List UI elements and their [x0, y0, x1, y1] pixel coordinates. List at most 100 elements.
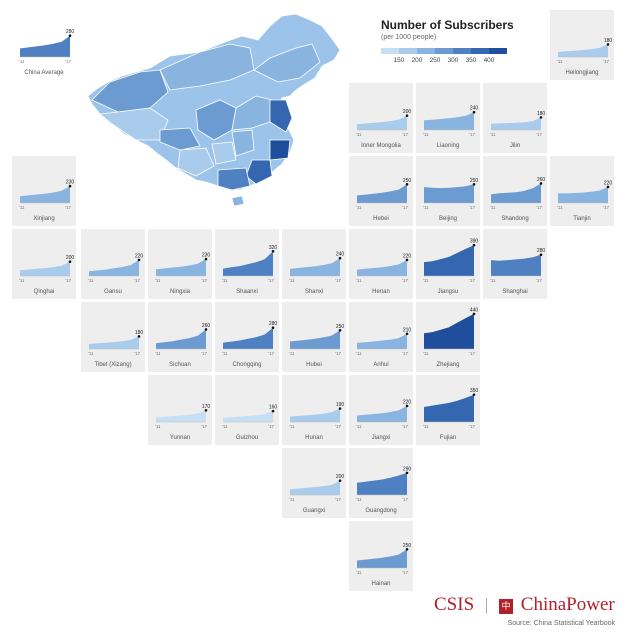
legend-swatch [417, 48, 435, 54]
area-series [20, 261, 70, 276]
legend-color-scale [381, 48, 507, 54]
legend-swatch [435, 48, 453, 54]
end-point [271, 409, 275, 413]
brand-csis: CSIS [434, 594, 475, 615]
axis-start-label: '11 [289, 278, 295, 283]
axis-end-label: '17 [201, 351, 207, 356]
brand-mark-icon: 中 [499, 599, 514, 614]
value-label: 240 [336, 252, 345, 258]
region-name: Guangxi [303, 508, 325, 514]
tile-guizhou: 160 '11 '17 Guizhou [215, 375, 279, 445]
axis-end-label: '17 [268, 351, 274, 356]
axis-start-label: '11 [423, 278, 429, 283]
region-name: Gansu [104, 289, 122, 295]
end-point [338, 256, 342, 260]
axis-start-label: '11 [289, 351, 295, 356]
legend-tick-label: 300 [447, 57, 459, 64]
region-name: Chongqing [232, 362, 261, 368]
axis-start-label: '11 [19, 59, 25, 64]
end-point [606, 43, 610, 46]
area-series [491, 254, 541, 276]
map-region [231, 129, 255, 157]
axis-end-label: '17 [335, 497, 341, 502]
area-series [558, 44, 608, 57]
tile-guangxi: 200 '11 '17 Guangxi [282, 448, 346, 518]
axis-start-label: '11 [490, 278, 496, 283]
area-series [357, 115, 407, 130]
axis-start-label: '11 [289, 424, 295, 429]
axis-start-label: '11 [423, 351, 429, 356]
axis-start-label: '11 [19, 278, 25, 283]
end-point [472, 183, 476, 186]
tile-background [282, 375, 346, 445]
end-point [204, 408, 208, 412]
axis-start-label: '11 [88, 278, 94, 283]
region-name: Hainan [371, 581, 390, 587]
axis-start-label: '11 [222, 351, 228, 356]
area-series [290, 480, 340, 495]
region-name: Zhejiang [436, 362, 459, 368]
tile-jiangsu: 390 '11 '17 Jiangsu [416, 229, 480, 299]
end-point [472, 312, 476, 316]
end-point [472, 110, 476, 114]
region-name: Xinjiang [33, 216, 54, 222]
value-label: 260 [202, 323, 211, 329]
region-name: Sichuan [169, 362, 191, 368]
value-label: 200 [66, 255, 75, 261]
tile-sichuan: 260 '11 '17 Sichuan [148, 302, 212, 372]
axis-end-label: '17 [335, 278, 341, 283]
area-series [357, 184, 407, 203]
tile-hebei: 250 '11 '17 Hebei [349, 156, 413, 226]
area-series [290, 258, 340, 276]
end-point [68, 260, 72, 263]
end-point [405, 114, 409, 117]
tile-tianjin: 220 '11 '17 Tianjin [550, 156, 614, 226]
axis-end-label: '17 [402, 570, 408, 575]
value-label: 250 [403, 543, 412, 549]
end-point [606, 185, 610, 189]
value-label: 440 [470, 307, 479, 313]
axis-end-label: '17 [469, 278, 475, 283]
axis-start-label: '11 [289, 497, 295, 502]
axis-end-label: '17 [402, 497, 408, 502]
region-name: Inner Mongolia [361, 143, 401, 149]
end-point [204, 328, 208, 331]
map-region [269, 99, 293, 133]
axis-start-label: '11 [356, 205, 362, 210]
tile-fujian: 350 '11 '17 Fujian [416, 375, 480, 445]
area-series [424, 184, 474, 203]
area-series [357, 472, 407, 495]
region-name: Yunnan [170, 435, 190, 441]
end-point [338, 479, 342, 482]
axis-start-label: '11 [356, 570, 362, 575]
tile-yunnan: 170 '11 '17 Yunnan [148, 375, 212, 445]
region-name: Liaoning [437, 143, 460, 149]
area-series [357, 405, 407, 422]
region-name: Jilin [510, 143, 520, 149]
region-name: Shanxi [305, 289, 323, 295]
tile-shanghai: 280 '11 '17 Shanghai [483, 229, 547, 299]
area-series [357, 259, 407, 276]
axis-start-label: '11 [356, 278, 362, 283]
axis-start-label: '11 [19, 205, 25, 210]
area-series [290, 408, 340, 422]
area-series [20, 35, 70, 57]
axis-end-label: '17 [469, 132, 475, 137]
region-name: Shaanxi [236, 289, 258, 295]
map-region [177, 147, 215, 177]
end-point [405, 332, 409, 336]
region-name: Beijing [439, 216, 457, 222]
legend-ticks: 150 200 250 300 350 400 [381, 57, 511, 67]
value-label: 220 [403, 399, 412, 405]
axis-end-label: '17 [335, 351, 341, 356]
tile-china-average: 280 '11 '17 China Average [19, 29, 74, 76]
legend-swatch [489, 48, 507, 54]
legend-tick-label: 400 [483, 57, 495, 64]
area-series [424, 245, 474, 276]
legend-title: Number of Subscribers [381, 18, 514, 32]
brand-chinapower: ChinaPower [520, 594, 615, 615]
end-point [405, 258, 409, 262]
brand-separator: | [484, 595, 489, 614]
value-label: 180 [537, 111, 546, 117]
region-name: Hebei [373, 216, 389, 222]
